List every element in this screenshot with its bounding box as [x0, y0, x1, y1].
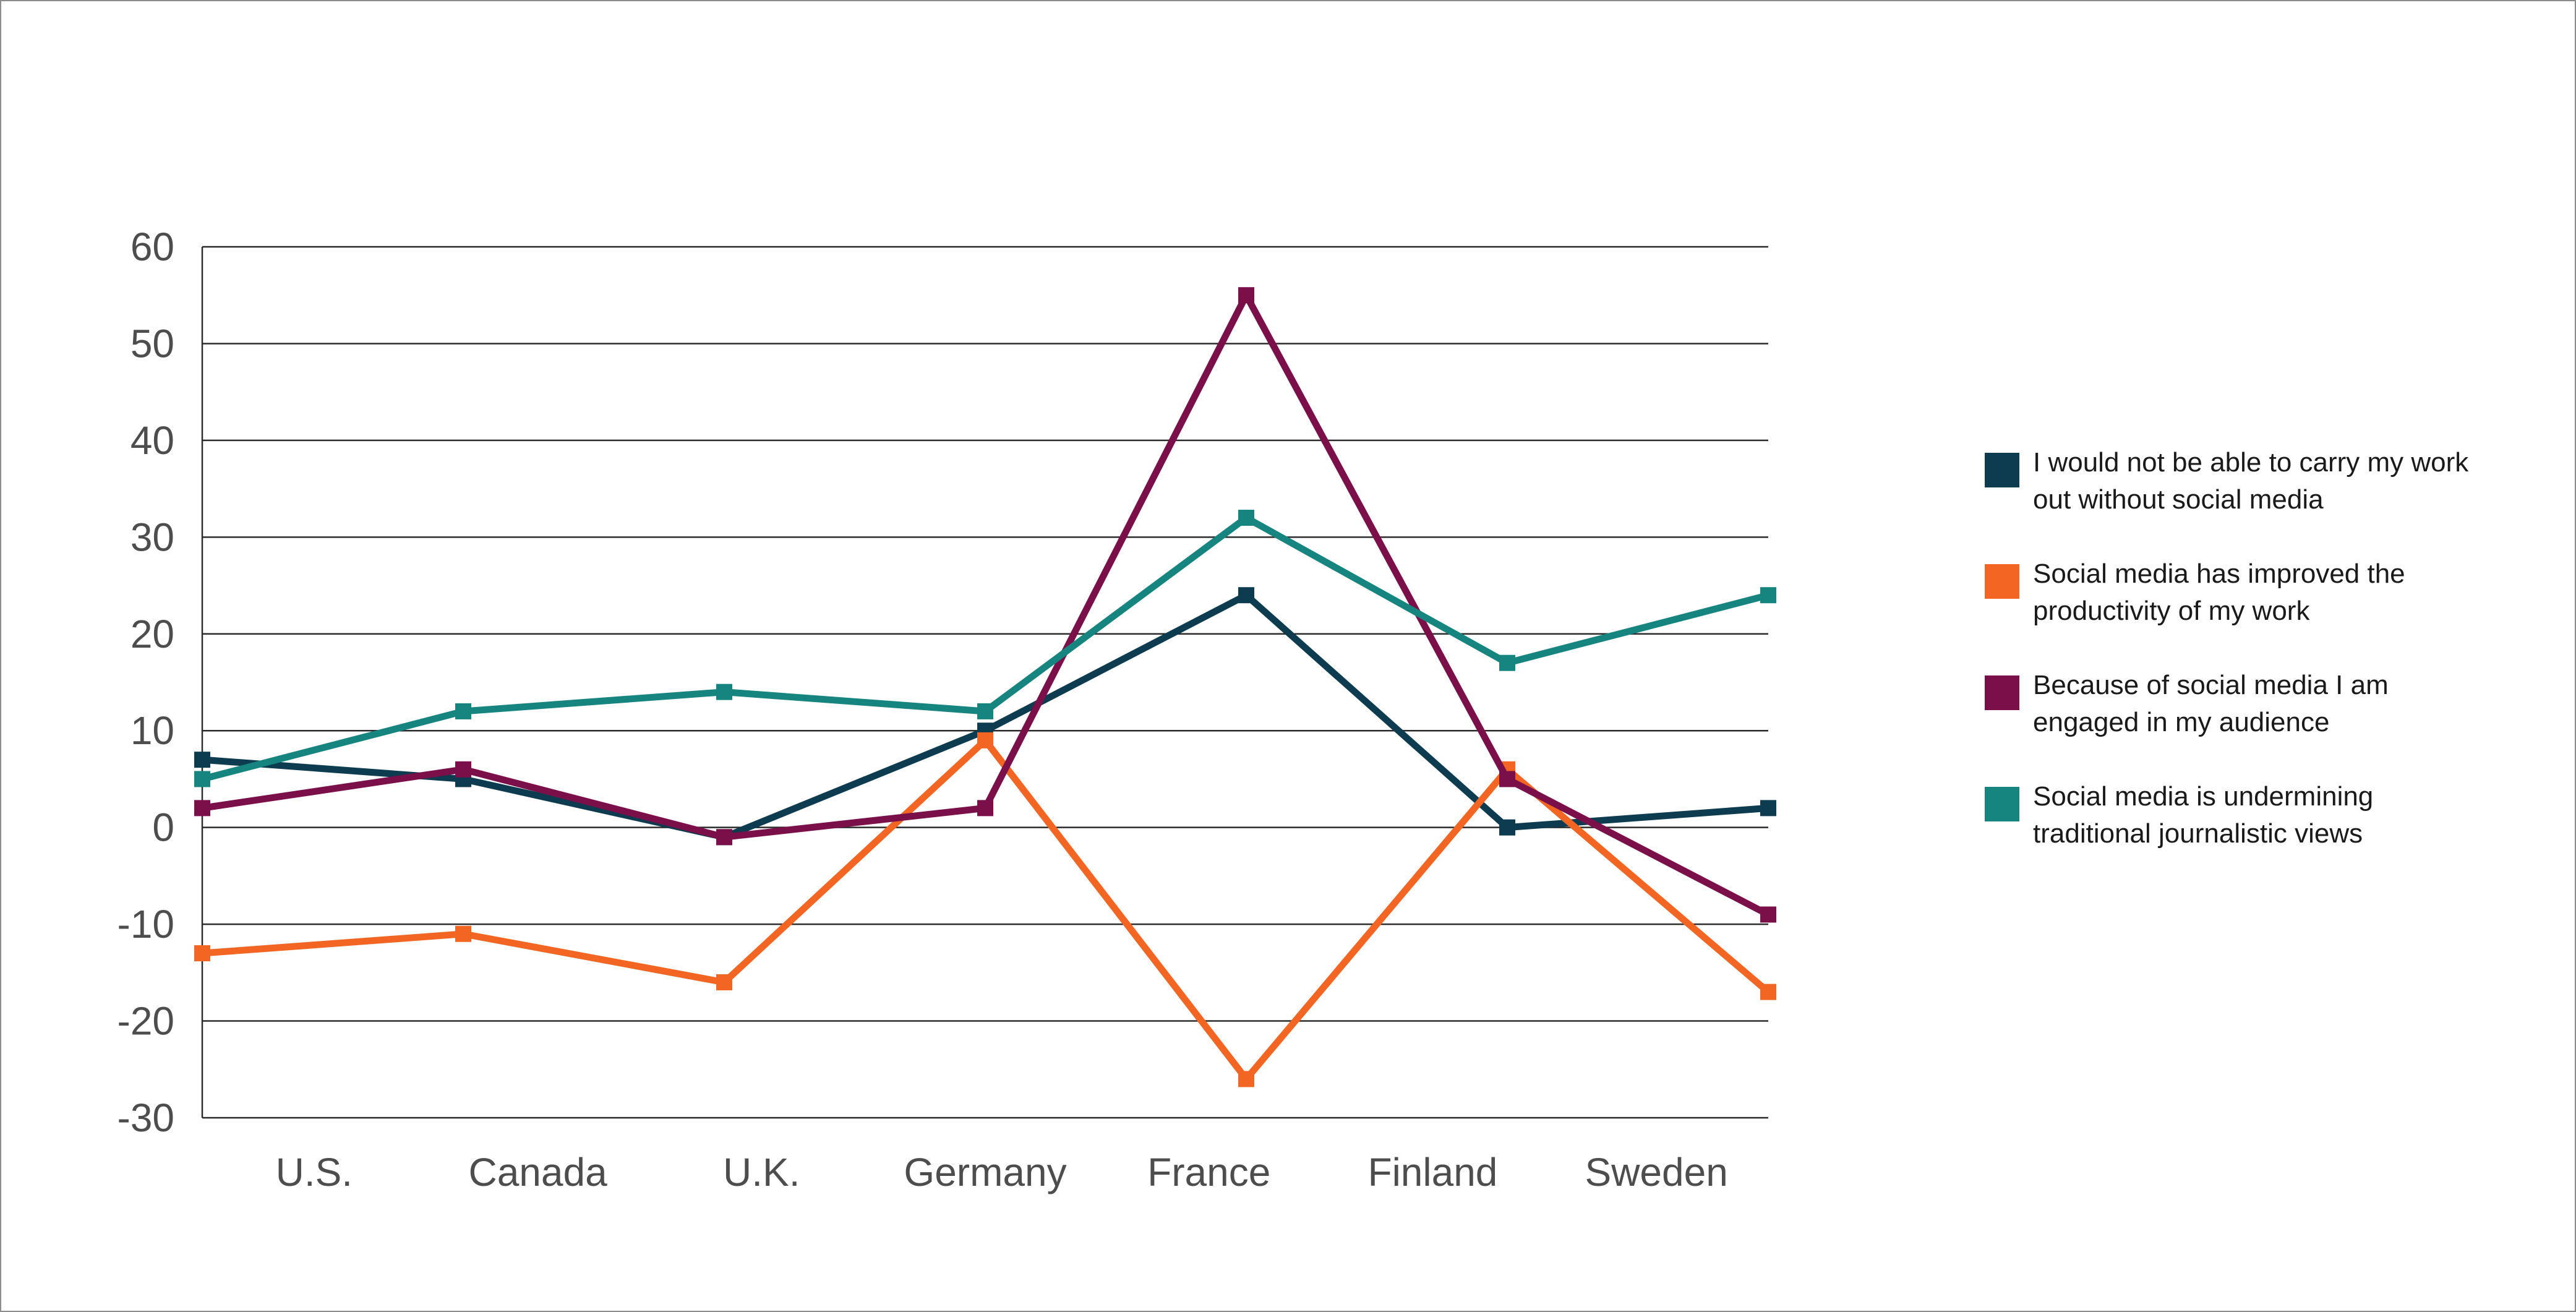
legend-swatch-3: [1985, 787, 2019, 821]
legend-swatch-0: [1985, 453, 2019, 487]
legend-entry-1: Social media has improved the productivit…: [1985, 559, 2405, 626]
data-point-2-3: [977, 800, 993, 817]
data-point-3-1: [455, 703, 471, 719]
data-point-1-3: [977, 732, 993, 748]
data-point-2-6: [1760, 906, 1776, 923]
data-point-2-2: [716, 829, 732, 846]
y-tick-label-0: 0: [152, 805, 174, 850]
legend-label-2-0: Because of social media I am: [2033, 670, 2389, 700]
data-point-1-4: [1238, 1071, 1254, 1087]
data-point-0-5: [1499, 819, 1515, 836]
legend-label-0-1: out without social media: [2033, 484, 2324, 515]
legend: I would not be able to carry my work out …: [1985, 447, 2469, 849]
y-tick-label-60: 60: [131, 225, 174, 269]
series-2: [194, 287, 1776, 923]
legend-label-3-0: Social media is undermining: [2033, 781, 2373, 812]
y-tick-label-10: 10: [131, 708, 174, 753]
data-point-2-5: [1499, 771, 1515, 787]
x-tick-label-2: U.K.: [723, 1150, 800, 1194]
data-point-1-1: [455, 925, 471, 942]
grid-lines: [202, 246, 1768, 1119]
data-point-3-3: [977, 703, 993, 719]
y-tick-label-20: 20: [131, 612, 174, 656]
y-tick-label--30: -30: [118, 1095, 175, 1140]
x-tick-label-6: Sweden: [1585, 1150, 1728, 1194]
legend-entry-0: I would not be able to carry my work out …: [1985, 447, 2469, 515]
legend-swatch-2: [1985, 675, 2019, 710]
x-tick-label-1: Canada: [468, 1150, 607, 1194]
data-point-1-6: [1760, 984, 1776, 1000]
data-point-3-6: [1760, 587, 1776, 604]
data-point-3-4: [1238, 510, 1254, 526]
legend-label-3-1: traditional journalistic views: [2033, 818, 2363, 849]
data-point-3-5: [1499, 654, 1515, 671]
legend-swatch-1: [1985, 564, 2019, 599]
y-tick-label--10: -10: [118, 902, 175, 946]
data-point-2-1: [455, 761, 471, 778]
y-axis-tick-labels: 60 50 40 30 20 10 0 -10 -20 -30: [118, 225, 175, 1140]
series-3: [194, 510, 1776, 787]
y-tick-label-40: 40: [131, 418, 174, 463]
y-tick-label-30: 30: [131, 515, 174, 559]
x-axis-tick-labels: U.S. Canada U.K. Germany France Finland Sweden: [276, 1150, 1728, 1194]
series-line-2: [202, 288, 1770, 918]
legend-label-2-1: engaged in my audience: [2033, 707, 2329, 737]
data-point-2-0: [194, 800, 210, 817]
legend-label-0-0: I would not be able to carry my work: [2033, 447, 2469, 478]
data-point-0-6: [1760, 800, 1776, 817]
legend-label-1-1: productivity of my work: [2033, 596, 2310, 626]
data-point-3-2: [716, 684, 732, 700]
data-point-1-0: [194, 945, 210, 962]
legend-label-1-0: Social media has improved the: [2033, 559, 2405, 589]
legend-entry-3: Social media is undermining traditional j…: [1985, 781, 2373, 849]
data-point-3-0: [194, 771, 210, 787]
x-tick-label-5: Finland: [1367, 1150, 1497, 1194]
x-tick-label-0: U.S.: [276, 1150, 353, 1194]
series-1: [194, 732, 1776, 1087]
y-tick-label--20: -20: [118, 999, 175, 1044]
series-lines: [194, 287, 1776, 1087]
data-point-1-2: [716, 974, 732, 990]
y-tick-label-50: 50: [131, 321, 174, 366]
x-tick-label-3: Germany: [904, 1150, 1066, 1194]
data-point-2-4: [1238, 287, 1254, 304]
legend-entry-2: Because of social media I am engaged in m…: [1985, 670, 2389, 737]
x-tick-label-4: France: [1147, 1150, 1270, 1194]
data-point-0-4: [1238, 587, 1254, 604]
data-point-0-0: [194, 752, 210, 768]
